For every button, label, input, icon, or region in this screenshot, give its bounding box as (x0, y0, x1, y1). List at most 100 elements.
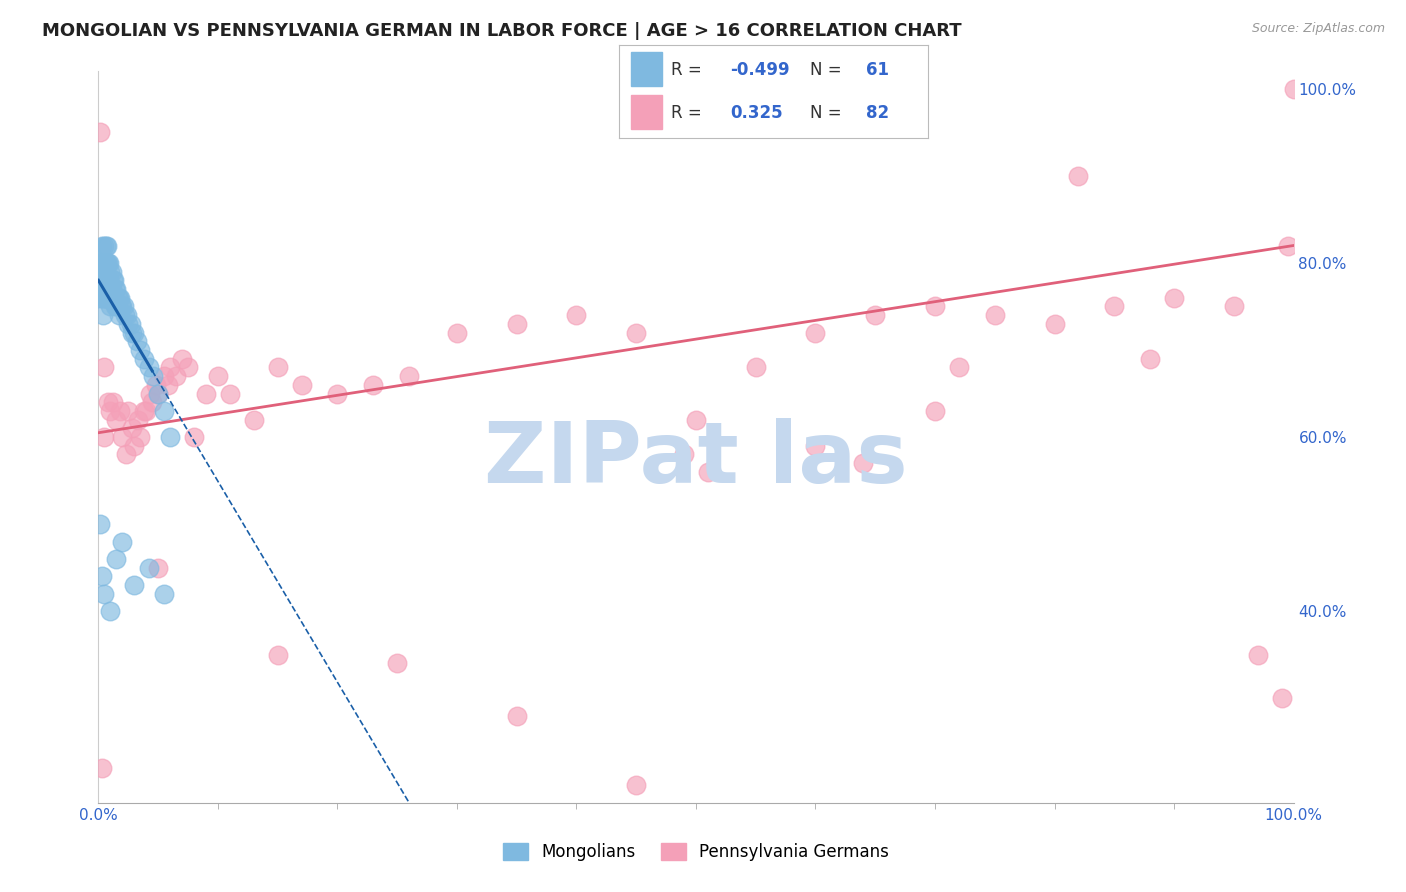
Point (148, 386, 170, 401)
Point (924, 404, 946, 418)
Text: MONGOLIAN VS PENNSYLVANIA GERMAN IN LABOR FORCE | AGE > 16 CORRELATION CHART: MONGOLIAN VS PENNSYLVANIA GERMAN IN LABO… (42, 22, 962, 40)
Point (115, 448, 138, 462)
Point (93, 430, 115, 444)
Point (115, 308, 138, 322)
Point (89, 291, 111, 305)
Point (565, 308, 588, 322)
Point (142, 369, 165, 384)
Point (124, 439, 146, 453)
Point (984, 308, 1007, 322)
Point (91, 569, 114, 583)
Point (93, 256, 115, 270)
Point (1277, 238, 1299, 252)
Point (98, 282, 122, 296)
Point (100, 265, 122, 279)
Point (626, 326, 648, 340)
Point (506, 317, 529, 331)
Point (91, 308, 114, 322)
Text: R =: R = (671, 61, 702, 78)
Point (107, 308, 129, 322)
Point (104, 300, 127, 314)
Bar (631, 95, 662, 129)
Point (108, 291, 131, 305)
Point (1247, 648, 1270, 662)
Point (94, 291, 117, 305)
Point (626, 778, 648, 792)
Point (101, 395, 124, 409)
Point (98, 300, 122, 314)
Point (105, 412, 128, 426)
Point (183, 430, 205, 444)
Point (111, 534, 134, 549)
Point (117, 317, 139, 331)
Point (363, 377, 385, 392)
Point (207, 369, 229, 384)
Point (108, 404, 131, 418)
Point (91, 238, 114, 252)
Point (124, 578, 146, 592)
Point (91, 256, 114, 270)
Point (90, 256, 112, 270)
Point (107, 291, 129, 305)
Point (697, 465, 720, 479)
Point (91, 265, 114, 279)
Point (506, 708, 529, 723)
Point (127, 412, 149, 426)
Point (1139, 351, 1161, 366)
Point (97, 256, 120, 270)
Point (138, 360, 160, 375)
Point (924, 300, 946, 314)
Point (804, 439, 827, 453)
Point (103, 273, 125, 287)
Point (93, 238, 115, 252)
Point (94, 256, 117, 270)
Point (111, 430, 134, 444)
Point (103, 291, 125, 305)
Point (326, 386, 349, 401)
Point (105, 552, 128, 566)
Point (139, 386, 162, 401)
Point (117, 404, 139, 418)
Point (153, 369, 176, 384)
Point (153, 404, 176, 418)
Point (96, 238, 118, 252)
Point (93, 360, 115, 375)
Point (1043, 317, 1066, 331)
Point (93, 291, 115, 305)
Point (120, 317, 142, 331)
Point (145, 377, 167, 392)
Legend: Mongolians, Pennsylvania Germans: Mongolians, Pennsylvania Germans (496, 836, 896, 868)
Point (852, 456, 875, 470)
Point (1163, 291, 1185, 305)
Point (110, 300, 132, 314)
Point (156, 377, 179, 392)
Point (91, 282, 114, 296)
Point (153, 587, 176, 601)
Point (101, 273, 124, 287)
Point (112, 300, 135, 314)
Point (98, 265, 122, 279)
Point (148, 386, 170, 401)
Point (243, 412, 266, 426)
Point (91, 273, 114, 287)
Point (804, 326, 827, 340)
Point (135, 404, 157, 418)
Point (138, 560, 160, 574)
Point (98, 604, 122, 618)
Bar (631, 52, 662, 86)
Point (93, 273, 115, 287)
Point (385, 657, 409, 671)
Point (267, 648, 290, 662)
Text: R =: R = (671, 104, 702, 122)
Point (172, 351, 194, 366)
Point (98, 273, 121, 287)
Text: N =: N = (810, 104, 842, 122)
Point (97, 395, 120, 409)
Point (129, 343, 152, 357)
Point (1104, 300, 1126, 314)
Point (159, 360, 181, 375)
Text: ZIPat las: ZIPat las (484, 417, 908, 500)
Point (107, 291, 129, 305)
Point (97, 291, 120, 305)
Point (267, 360, 290, 375)
